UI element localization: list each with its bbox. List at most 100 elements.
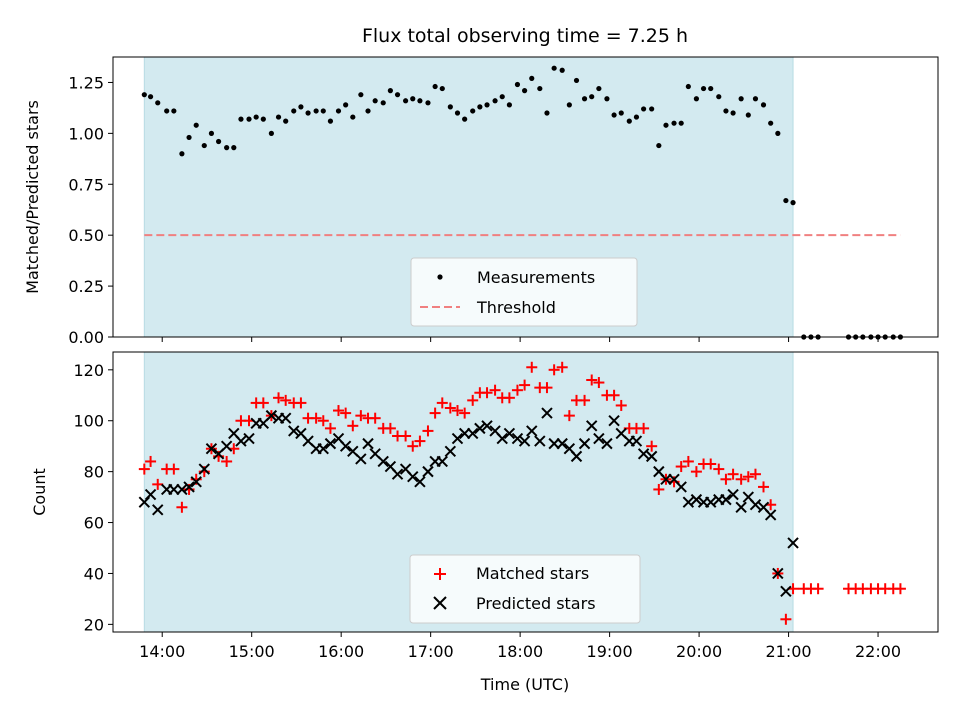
matched-star-point [145, 455, 157, 467]
predicted-stars-points [138, 407, 799, 597]
top-x-axis-ticks [161, 337, 879, 342]
matched-star-point [280, 394, 292, 406]
x-tick-label: 14:00 [139, 642, 185, 661]
measurement-point [529, 75, 535, 81]
measurement-point [514, 81, 521, 88]
measurement-point [656, 142, 662, 149]
x-tick-label: 18:00 [497, 642, 543, 661]
matched-star-point [690, 466, 702, 478]
bottom-panel-frame [112, 351, 939, 633]
y-tick-label: 0.75 [68, 175, 104, 194]
matched-star-point [324, 422, 336, 434]
measurement-point [365, 108, 371, 114]
predicted-star-point [496, 432, 508, 445]
measurement-point [693, 96, 700, 102]
measurement-point [155, 100, 161, 106]
measurement-point [432, 83, 438, 90]
measurement-point [685, 83, 691, 90]
measurement-point [492, 98, 498, 104]
top-y-axis-label: Matched/Predicted stars [23, 100, 42, 294]
predicted-star-point [198, 463, 210, 475]
y-tick-label: 20 [84, 615, 104, 634]
matched-star-point [742, 471, 754, 483]
predicted-star-point [503, 427, 516, 440]
predicted-star-point [541, 407, 553, 419]
measurement-point [171, 108, 177, 114]
predicted-star-point [608, 415, 620, 427]
matched-star-point [608, 389, 620, 401]
predicted-star-point [339, 440, 352, 452]
measurement-point [439, 85, 445, 92]
predicted-star-point [144, 488, 157, 501]
matched-star-point [317, 415, 329, 427]
predicted-star-point [377, 455, 389, 468]
matched-star-point [519, 379, 531, 391]
predicted-star-point [235, 435, 247, 447]
top-y-axis-ticks: 0.00 0.25 0.50 0.75 1.00 1.25 [68, 73, 113, 347]
matched-star-point [451, 405, 463, 417]
matched-star-point [682, 455, 694, 467]
predicted-star-point [279, 412, 292, 424]
legend-predicted-marker [433, 596, 447, 610]
measurement-point [484, 102, 490, 108]
measurement-point [506, 102, 512, 108]
matched-star-point [407, 440, 419, 452]
matched-star-point [444, 402, 456, 414]
y-tick-label: 0.00 [68, 328, 104, 347]
matched-star-point [526, 361, 538, 373]
measurement-point [633, 114, 640, 120]
predicted-star-point [772, 567, 784, 580]
measurement-point [573, 77, 580, 84]
bottom-panel: 20 40 60 80 100 120 14:00 15:00 16:00 17:00 18:00… [30, 351, 939, 694]
measurement-point [596, 85, 602, 92]
x-tick-label: 22:00 [855, 642, 901, 661]
predicted-star-point [355, 453, 367, 465]
matched-star-point [548, 364, 560, 376]
measurement-point [716, 94, 722, 100]
matched-star-point [422, 425, 434, 437]
measurement-point [700, 85, 707, 92]
measurement-point [745, 112, 751, 118]
predicted-star-point [682, 496, 695, 508]
measurement-point [589, 94, 595, 100]
predicted-star-point [570, 450, 583, 463]
matched-star-point [586, 374, 598, 386]
measurement-point [730, 110, 736, 116]
measurement-point [238, 116, 244, 122]
predicted-star-point [511, 432, 524, 445]
matched-star-point [257, 397, 269, 409]
measurement-point [790, 200, 796, 206]
y-tick-label: 60 [84, 514, 104, 533]
predicted-star-point [220, 440, 233, 452]
measurement-point [447, 104, 453, 110]
matched-star-point [894, 583, 906, 595]
predicted-star-point [451, 432, 464, 445]
predicted-star-point [474, 422, 486, 435]
measurement-point [522, 88, 528, 94]
measurement-point [618, 110, 624, 116]
predicted-star-point [780, 585, 792, 597]
matched-star-point [168, 463, 180, 475]
predicted-star-point [481, 420, 493, 432]
matched-star-point [758, 481, 770, 493]
measurement-point [372, 98, 378, 104]
measurement-point [387, 88, 393, 94]
predicted-star-point [391, 468, 404, 480]
x-tick-label: 19:00 [587, 642, 633, 661]
measurement-point [343, 102, 349, 108]
measurements-points [141, 65, 904, 340]
predicted-star-point [787, 537, 799, 549]
predicted-star-point [324, 437, 337, 450]
matched-star-point [541, 382, 553, 394]
measurement-point [499, 94, 505, 100]
measurement-point [410, 96, 416, 102]
predicted-star-point [243, 432, 255, 445]
measurement-point [566, 102, 572, 108]
measurement-point [611, 112, 617, 118]
legend-measurements-marker [437, 274, 443, 280]
bottom-legend: Matched stars Predicted stars [409, 554, 641, 624]
matched-star-point [355, 410, 367, 422]
matched-star-point [675, 461, 687, 473]
matched-star-point [400, 430, 412, 442]
measurement-point [253, 114, 259, 120]
